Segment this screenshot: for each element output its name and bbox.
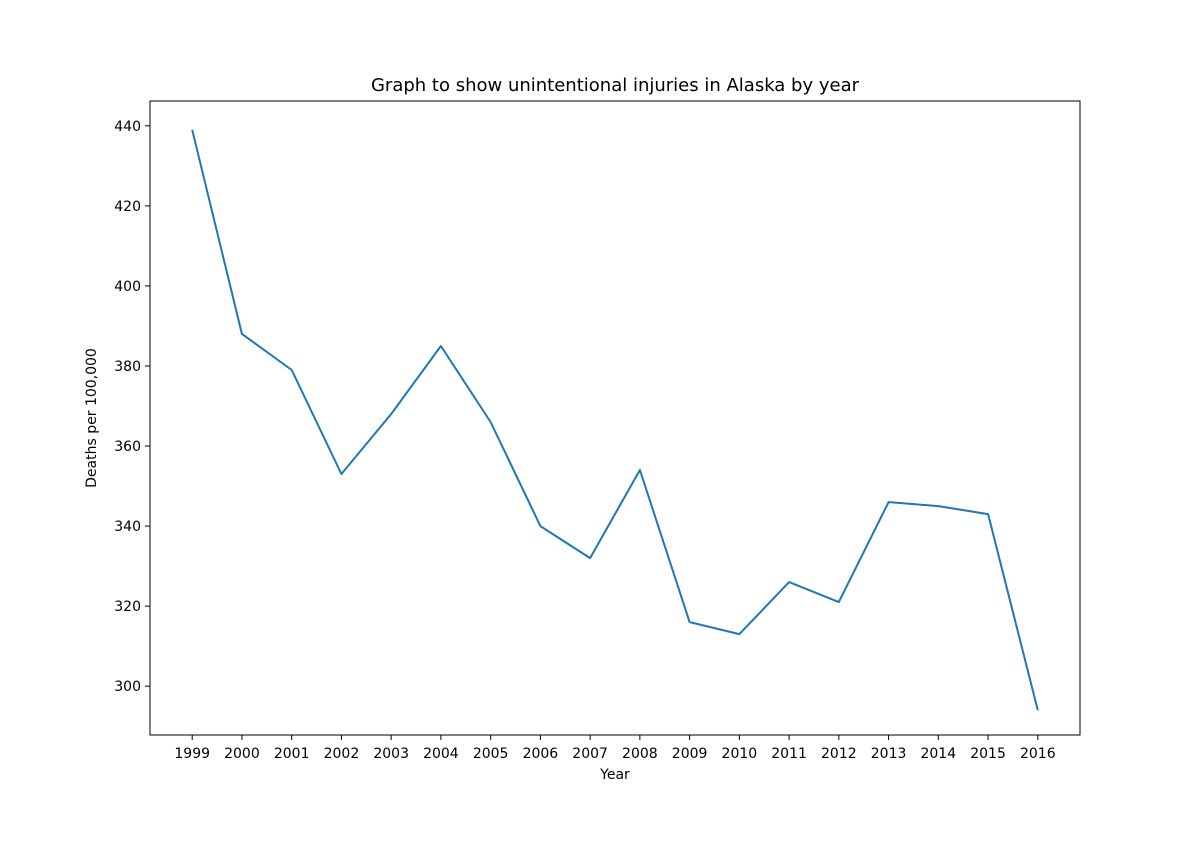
x-tick-label: 2015 [970, 746, 1006, 762]
x-tick-label: 2016 [1020, 746, 1056, 762]
y-tick-label: 380 [114, 359, 141, 375]
y-axis-label: Deaths per 100,000 [84, 348, 100, 488]
y-tick-label: 440 [114, 119, 141, 135]
x-tick-label: 2011 [771, 746, 807, 762]
x-tick-label: 2010 [722, 746, 758, 762]
x-tick-label: 2009 [672, 746, 708, 762]
series-line [192, 130, 1038, 710]
x-tick-label: 2001 [274, 746, 310, 762]
x-tick-label: 1999 [174, 746, 210, 762]
x-tick-label: 2012 [821, 746, 857, 762]
plot-frame [150, 101, 1080, 735]
x-tick-label: 2008 [622, 746, 658, 762]
x-tick-label: 2013 [871, 746, 907, 762]
x-tick-label: 2007 [572, 746, 608, 762]
series-layer [192, 130, 1038, 710]
x-tick-label: 2002 [324, 746, 360, 762]
x-axis-label: Year [599, 767, 630, 783]
x-tick-label: 2000 [224, 746, 260, 762]
y-tick-label: 420 [114, 199, 141, 215]
x-tick-label: 2006 [523, 746, 559, 762]
x-axis-ticks: 1999 2000 2001 2002 2003 2004 2005 2006 2007 2008… [174, 735, 1055, 762]
x-tick-label: 2005 [473, 746, 509, 762]
x-tick-label: 2003 [373, 746, 409, 762]
y-tick-label: 300 [114, 679, 141, 695]
y-tick-label: 400 [114, 279, 141, 295]
y-tick-label: 320 [114, 599, 141, 615]
chart-title: Graph to show unintentional injuries in … [371, 75, 860, 96]
x-tick-label: 2014 [920, 746, 956, 762]
y-tick-label: 360 [114, 439, 141, 455]
y-tick-label: 340 [114, 519, 141, 535]
x-tick-label: 2004 [423, 746, 459, 762]
y-axis-ticks: 300 320 340 360 380 400 420 440 [114, 119, 150, 695]
